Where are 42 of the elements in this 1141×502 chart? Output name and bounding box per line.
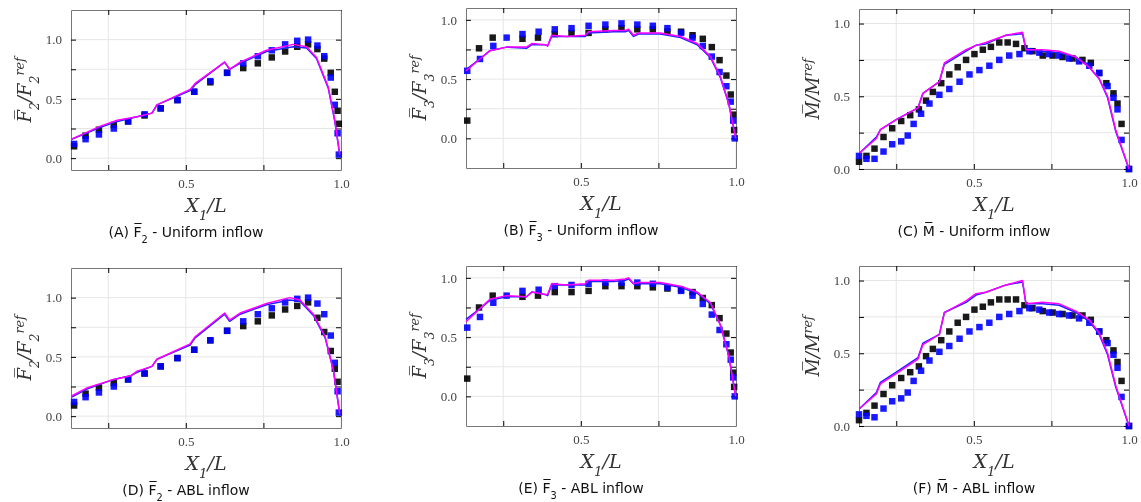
y-tick-label: 0.0 — [45, 408, 62, 424]
y-tick-label: 1.0 — [833, 273, 850, 289]
x-tick-label: 0.5 — [573, 174, 590, 190]
x-tick-label: 1.0 — [728, 432, 745, 448]
y-tick-label: 0.5 — [833, 345, 850, 361]
x-axis-title: X$_{1}$/L — [183, 194, 227, 223]
x-tick-label: 0.5 — [966, 432, 983, 448]
x-tick-label: 0.5 — [178, 434, 195, 450]
y-tick-label: 0.0 — [833, 418, 850, 434]
y-tick-label: 0.5 — [833, 88, 850, 104]
text: (B) F̅$_{3}$ - Uniform inflow — [503, 221, 659, 243]
y-tick-label: 0.5 — [440, 329, 457, 345]
y-tick-label: 1.0 — [440, 12, 457, 28]
y-tick-label: 0.0 — [45, 150, 62, 166]
text: (F) M̅ - ABL inflow — [912, 479, 1036, 496]
x-tick-label: 1.0 — [1121, 432, 1138, 448]
y-tick-label: 0.5 — [45, 91, 62, 107]
y-tick-label: 0.0 — [833, 161, 850, 177]
x-tick-label: 1.0 — [728, 174, 745, 190]
x-axis-title: X$_{1}$/L — [971, 193, 1015, 222]
x-tick-label: 0.5 — [573, 432, 590, 448]
x-tick-label: 1.0 — [333, 434, 350, 450]
x-axis-title: X$_{1}$/L — [578, 450, 622, 479]
x-tick-label: 0.5 — [178, 176, 195, 192]
x-tick-label: 1.0 — [1121, 175, 1138, 191]
text: (D) F̅$_{2}$ - ABL inflow — [122, 481, 250, 502]
x-axis-title: X$_{1}$/L — [183, 452, 227, 481]
text: (E) F̅$_{3}$ - ABL inflow — [518, 479, 644, 501]
y-tick-label: 1.0 — [833, 16, 850, 32]
text: (C) M̅ - Uniform inflow — [897, 222, 1051, 239]
y-tick-label: 0.0 — [440, 389, 457, 405]
y-tick-label: 0.0 — [440, 131, 457, 147]
x-tick-label: 1.0 — [333, 176, 350, 192]
y-tick-label: 0.5 — [45, 349, 62, 365]
y-tick-label: 1.0 — [440, 270, 457, 286]
y-tick-label: 1.0 — [45, 290, 62, 306]
x-tick-label: 0.5 — [966, 175, 983, 191]
y-tick-label: 1.0 — [45, 32, 62, 48]
x-axis-title: X$_{1}$/L — [578, 192, 622, 221]
y-tick-label: 0.5 — [440, 71, 457, 87]
x-axis-title: X$_{1}$/L — [971, 450, 1015, 479]
text: (A) F̅$_{2}$ - Uniform inflow — [108, 223, 264, 245]
